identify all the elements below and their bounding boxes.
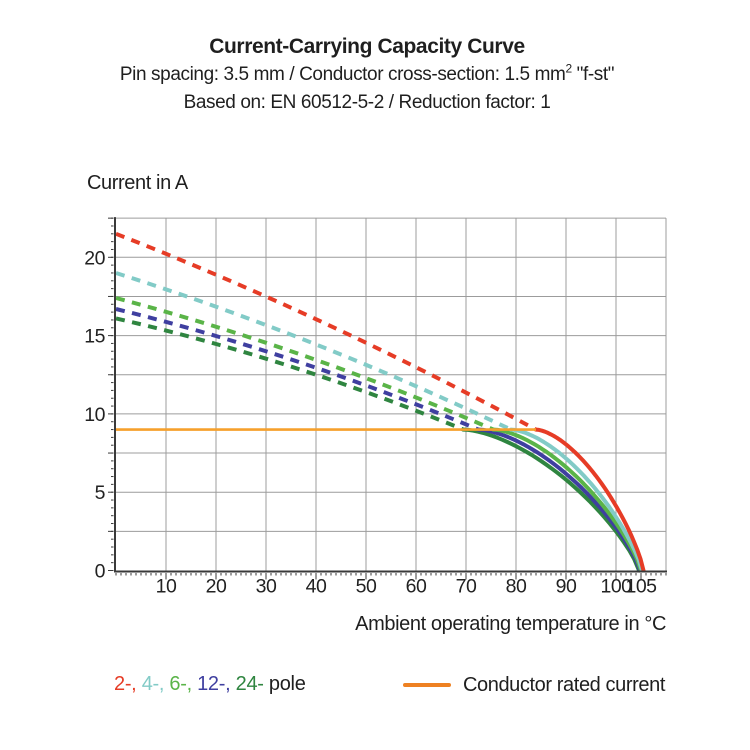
curves xyxy=(115,231,646,573)
curve-solid-24-pole xyxy=(461,427,641,573)
curve-solid-12-pole xyxy=(476,427,642,573)
legend-pole-12: 12-, xyxy=(197,673,236,695)
x-tick-label-60: 60 xyxy=(406,576,427,598)
curve-solid-2-pole xyxy=(534,427,646,573)
x-tick-label-105: 105 xyxy=(625,576,657,598)
chart-title: Current-Carrying Capacity Curve xyxy=(209,35,525,58)
subtitle1-suffix: "f-st" xyxy=(571,64,615,85)
legend-pole-6: 6-, xyxy=(169,673,198,695)
legend-pole-list: 2-, 4-, 6-, 12-, 24- pole xyxy=(114,673,306,696)
x-tick-label-30: 30 xyxy=(256,576,277,598)
y-axis-title: Current in A xyxy=(87,172,188,194)
chart-subtitle-line2: Based on: EN 60512-5-2 / Reduction facto… xyxy=(183,92,551,113)
x-axis-title: Ambient operating temperature in °C xyxy=(355,613,666,635)
y-tick-label-15: 15 xyxy=(84,326,105,348)
legend-pole-24: 24- xyxy=(235,673,264,695)
curve-dashed-4-pole xyxy=(115,271,512,432)
curve-dashed-6-pole xyxy=(115,296,495,432)
curve-dashed-24-pole xyxy=(115,316,465,432)
rated-current-line-swatch xyxy=(402,682,451,688)
x-tick-label-100: 100 xyxy=(600,576,632,598)
legend-pole-suffix: pole xyxy=(263,673,306,695)
rated-current-label: Conductor rated current xyxy=(462,673,665,696)
subtitle1-superscript: 2 xyxy=(565,61,572,76)
x-tick-label-70: 70 xyxy=(456,576,477,598)
legend-pole-4: 4-, xyxy=(141,673,170,695)
curve-dashed-12-pole xyxy=(115,307,480,432)
x-tick-label-10: 10 xyxy=(156,576,177,598)
curve-solid-4-pole xyxy=(509,427,644,573)
chart-subtitle-line1: Pin spacing: 3.5 mm / Conductor cross-se… xyxy=(0,61,734,89)
axes xyxy=(114,217,667,573)
subtitle1-prefix: Pin spacing: 3.5 mm / Conductor cross-se… xyxy=(119,64,566,85)
y-tick-label-5: 5 xyxy=(95,482,106,504)
y-tick-label-20: 20 xyxy=(84,247,105,269)
legend-pole-2: 2-, xyxy=(114,673,142,695)
y-tick-label-0: 0 xyxy=(95,561,106,583)
y-tick-label-10: 10 xyxy=(84,404,105,426)
x-tick-label-90: 90 xyxy=(556,576,577,598)
x-tick-label-80: 80 xyxy=(506,576,527,598)
x-tick-label-20: 20 xyxy=(206,576,227,598)
ticks xyxy=(108,217,667,580)
x-tick-label-50: 50 xyxy=(356,576,377,598)
curve-solid-6-pole xyxy=(491,427,643,573)
x-tick-label-40: 40 xyxy=(306,576,327,598)
chart-header: Current-Carrying Capacity Curve Pin spac… xyxy=(0,33,734,117)
curve-dashed-2-pole xyxy=(115,231,537,432)
legend-rated-current: Conductor rated current xyxy=(402,673,665,697)
grid xyxy=(116,217,667,571)
